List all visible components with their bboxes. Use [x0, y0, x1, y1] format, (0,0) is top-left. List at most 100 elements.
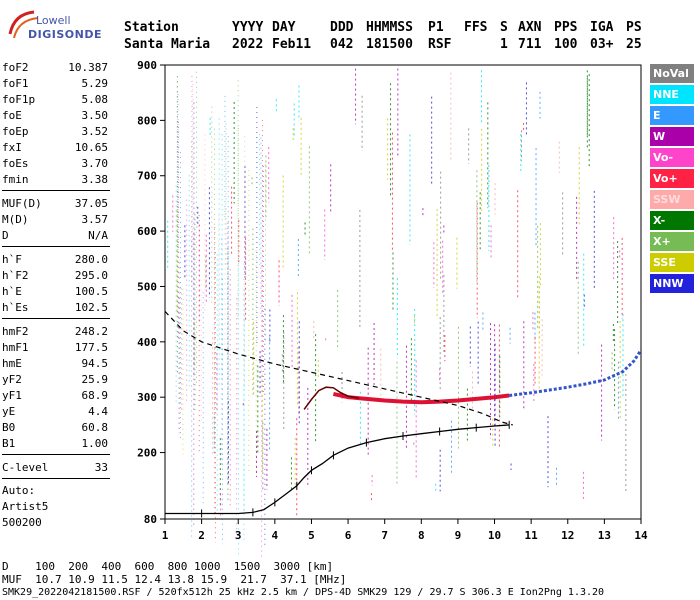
echo-noise-layer [167, 68, 627, 560]
legend-sse: SSE [650, 253, 694, 272]
param-value: 10.65 [74, 141, 108, 154]
param-row-23: C-level 33 [2, 460, 108, 476]
header-label-iga: IGA [590, 20, 614, 35]
param-row-1: foF1 5.29 [2, 76, 108, 92]
param-value: 100.5 [74, 285, 108, 298]
param-value: 102.5 [74, 301, 108, 314]
legend-ssw: SSW [650, 190, 694, 209]
legend-noval: NoVal [650, 64, 694, 83]
param-row-0: foF2 10.387 [2, 60, 108, 76]
header-value-s: 1 [500, 37, 508, 52]
header-value-ps: 25 [626, 37, 642, 52]
param-name: hmF2 [2, 325, 29, 338]
param-value: 37.05 [74, 197, 108, 210]
legend-x: X- [650, 211, 694, 230]
param-value: 3.38 [81, 173, 109, 186]
param-row-15: hmF2 248.2 [2, 324, 108, 340]
header-label-day: DAY [272, 20, 296, 35]
header-value-day: Feb11 [272, 37, 312, 52]
param-value: 94.5 [81, 357, 109, 370]
x-tick-label: 5 [308, 529, 315, 542]
logo-name-text: DIGISONDE [28, 28, 102, 41]
param-value: 33 [94, 461, 108, 474]
param-separator [2, 246, 110, 247]
legend-e: E [650, 106, 694, 125]
param-name: fmin [2, 173, 29, 186]
param-name: M(D) [2, 213, 29, 226]
param-name: foF1p [2, 93, 36, 106]
param-row-4: foEp 3.52 [2, 124, 108, 140]
param-name: foF1 [2, 77, 29, 90]
y-tick-label: 200 [137, 447, 157, 460]
param-row-19: yF1 68.9 [2, 388, 108, 404]
plot-frame [164, 64, 642, 520]
x-tick-label: 14 [634, 529, 648, 542]
param-value: 3.52 [81, 125, 109, 138]
param-value: 3.50 [81, 109, 109, 122]
x-tick-label: 11 [525, 529, 539, 542]
header-value-hhmmss: 181500 [366, 37, 413, 52]
header-label-yyyy: YYYY [232, 20, 264, 35]
y-tick-label: 300 [137, 391, 157, 404]
param-value: 25.9 [81, 373, 109, 386]
param-name: B1 [2, 437, 16, 450]
param-row-16: hmF1 177.5 [2, 340, 108, 356]
param-value: 10.387 [68, 61, 108, 74]
auto-artist: Artist5 [2, 500, 49, 513]
param-name: h`F2 [2, 269, 29, 282]
y-tick-label: 500 [137, 280, 157, 293]
header-label-ffs: FFS [464, 20, 488, 35]
header-value-p1: RSF [428, 37, 452, 52]
x-tick-label: 2 [198, 529, 205, 542]
param-row-5: fxI 10.65 [2, 140, 108, 156]
x-tick-label: 7 [381, 529, 388, 542]
footer-file-info: SMK29_2022042181500.RSF / 520fx512h 25 k… [2, 587, 605, 598]
param-name: B0 [2, 421, 16, 434]
legend-nne: NNE [650, 85, 694, 104]
header-label-p1: P1 [428, 20, 444, 35]
x-tick-label: 1 [162, 529, 169, 542]
param-name: fxI [2, 141, 22, 154]
header-value-station: Santa Maria [124, 37, 211, 52]
legend-vo: Vo+ [650, 169, 694, 188]
y-tick-label: 80 [144, 513, 157, 526]
header-label-pps: PPS [554, 20, 578, 35]
param-separator [2, 318, 110, 319]
header-value-iga: 03+ [590, 37, 614, 52]
param-row-20: yE 4.4 [2, 404, 108, 420]
x-tick-label: 6 [345, 529, 352, 542]
header-label-ddd: DDD [330, 20, 354, 35]
header-label-hhmmss: HHMMSS [366, 20, 413, 35]
trace-profile [165, 424, 510, 515]
trace-solid-virtual [303, 386, 360, 410]
param-row-7: fmin 3.38 [2, 172, 108, 188]
param-value: N/A [88, 229, 108, 242]
param-row-14: h`Es 102.5 [2, 300, 108, 316]
param-name: C-level [2, 461, 49, 474]
y-tick-label: 800 [137, 114, 157, 127]
y-tick-label: 900 [137, 59, 157, 72]
param-value: 4.4 [88, 405, 108, 418]
y-tick-label: 700 [137, 170, 157, 183]
x-tick-label: 10 [488, 529, 501, 542]
param-separator [2, 478, 110, 479]
param-name: yF2 [2, 373, 22, 386]
header-label-station: Station [124, 20, 179, 35]
param-name: hmE [2, 357, 22, 370]
param-name: hmF1 [2, 341, 29, 354]
header-value-year: 2022 [232, 37, 264, 52]
param-name: h`F [2, 253, 22, 266]
param-row-21: B0 60.8 [2, 420, 108, 436]
param-row-12: h`F2 295.0 [2, 268, 108, 284]
param-value: 3.57 [81, 213, 109, 226]
legend-nnw: NNW [650, 274, 694, 293]
x-tick-label: 3 [235, 529, 242, 542]
param-separator [2, 454, 110, 455]
footer-distance-row: D 100 200 400 600 800 1000 1500 3000 [km… [2, 560, 334, 573]
trace-trace-far [509, 349, 643, 397]
header-label-axn: AXN [518, 20, 542, 35]
y-tick-label: 400 [137, 336, 157, 349]
auto-label: Auto: [2, 484, 36, 497]
trace-dashed-model [164, 310, 513, 426]
param-name: yF1 [2, 389, 22, 402]
